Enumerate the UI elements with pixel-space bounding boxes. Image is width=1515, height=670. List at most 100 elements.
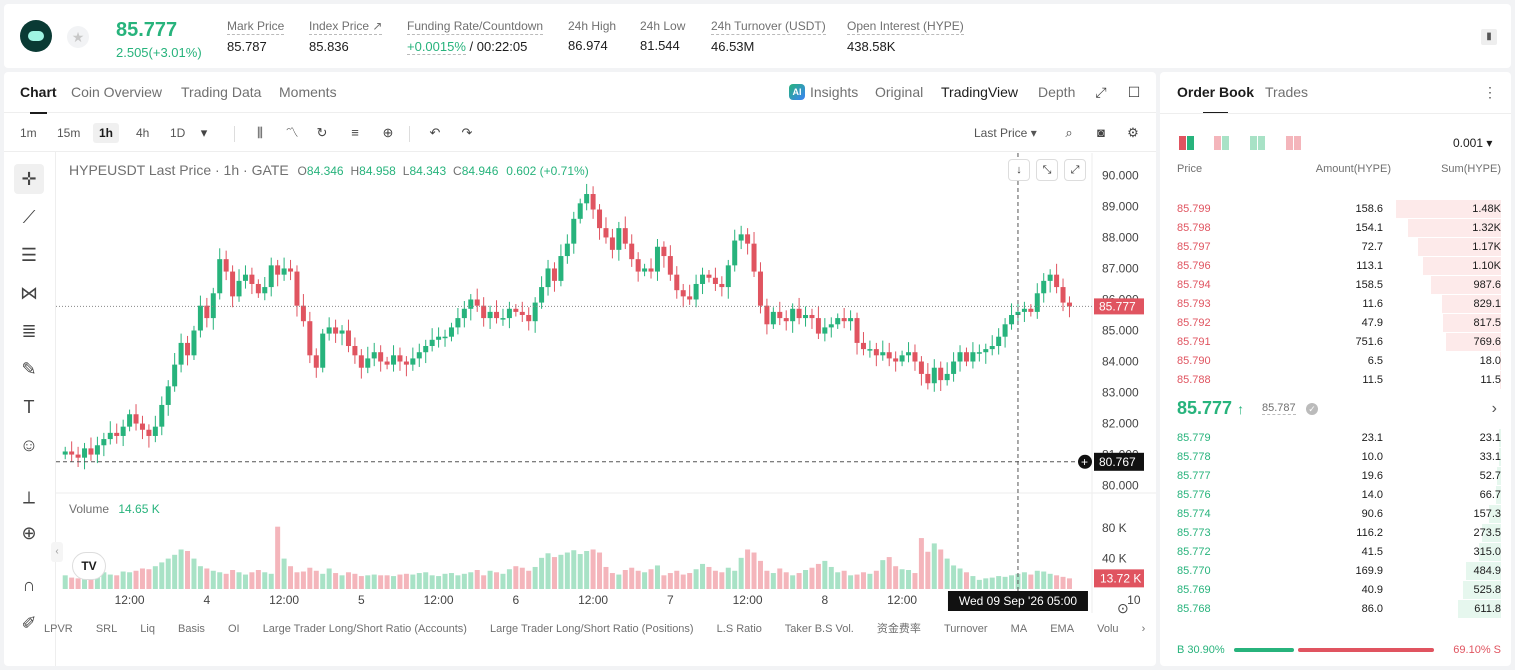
window-icon[interactable]: ☐ xyxy=(1127,84,1141,100)
interval-1d[interactable]: 1D xyxy=(170,126,186,140)
indicator-item[interactable]: LPVR xyxy=(44,623,73,635)
bid-row[interactable]: 85.777 19.6 52.7 xyxy=(1160,467,1511,486)
tab-trades[interactable]: Trades xyxy=(1265,84,1309,100)
indicator-item[interactable]: Large Trader Long/Short Ratio (Positions… xyxy=(489,623,694,635)
layout-both-icon[interactable] xyxy=(1179,136,1195,150)
chevron-right-icon[interactable]: › xyxy=(1141,623,1146,635)
expand-icon[interactable]: ⤢ xyxy=(1095,84,1107,100)
tab-moments[interactable]: Moments xyxy=(279,84,337,100)
more-icon[interactable]: ⋮ xyxy=(1483,84,1497,100)
trend-line-icon[interactable]: ⟋ xyxy=(22,207,36,227)
undo-icon[interactable]: ↶ xyxy=(429,125,441,140)
layout-both-alt-icon[interactable] xyxy=(1214,136,1230,150)
add-alert-icon[interactable]: ⊕ xyxy=(382,125,394,140)
ask-row[interactable]: 85.799 158.6 1.48K xyxy=(1160,200,1511,219)
camera-icon[interactable]: ◙ xyxy=(1097,125,1105,140)
favorite-star-icon[interactable]: ★ xyxy=(67,26,89,48)
tradingview-logo[interactable]: TV xyxy=(72,552,106,580)
precision-select[interactable]: 0.001 ▾ xyxy=(1453,136,1493,150)
chevron-right-icon[interactable]: › xyxy=(1491,400,1497,417)
tab-depth[interactable]: Depth xyxy=(1038,84,1076,100)
indicators-icon[interactable]: 〽 xyxy=(285,125,299,140)
collapse-toolbar-icon[interactable]: ‹ xyxy=(51,542,63,562)
volume-bar xyxy=(481,575,487,589)
fit-icon[interactable]: ⤢ xyxy=(1064,159,1086,181)
tab-order-book[interactable]: Order Book xyxy=(1177,84,1255,114)
bid-row[interactable]: 85.774 90.6 157.3 xyxy=(1160,505,1511,524)
book-icon[interactable]: ▮ xyxy=(1481,29,1497,45)
ruler-icon[interactable]: ⟂ xyxy=(22,487,35,507)
pattern-icon[interactable]: ⋈ xyxy=(20,283,38,303)
ask-row[interactable]: 85.790 6.5 18.0 xyxy=(1160,352,1511,371)
bid-row[interactable]: 85.778 10.0 33.1 xyxy=(1160,448,1511,467)
ask-row[interactable]: 85.791 751.6 769.6 xyxy=(1160,333,1511,352)
interval-1m[interactable]: 1m xyxy=(20,126,37,140)
bid-row[interactable]: 85.768 86.0 611.8 xyxy=(1160,600,1511,619)
zoom-in-icon[interactable]: ⊕ xyxy=(21,523,37,543)
crosshair-icon[interactable]: ✛ xyxy=(14,164,44,194)
ask-row[interactable]: 85.788 11.5 11.5 xyxy=(1160,371,1511,390)
indicator-item[interactable]: SRL xyxy=(95,623,118,635)
index-price-stat[interactable]: Index Price ↗ 85.836 xyxy=(309,19,383,54)
indicator-item[interactable]: 资金费率 xyxy=(876,623,921,635)
candlestick-chart[interactable]: 90.00089.00088.00087.00086.00085.00084.0… xyxy=(56,153,1156,613)
candle-type-icon[interactable]: ⫼ xyxy=(257,125,263,140)
layout-asks-icon[interactable] xyxy=(1286,136,1302,150)
mid-price[interactable]: 85.777 ↑ xyxy=(1177,398,1244,419)
layout-bids-icon[interactable] xyxy=(1250,136,1266,150)
settings-circle-icon[interactable]: ⊙ xyxy=(1117,600,1129,616)
arrow-down-icon[interactable]: ↓ xyxy=(1008,159,1030,181)
open-interest-stat[interactable]: Open Interest (HYPE) 438.58K xyxy=(847,19,964,54)
indicator-item[interactable]: Volu xyxy=(1097,623,1119,635)
ask-row[interactable]: 85.792 47.9 817.5 xyxy=(1160,314,1511,333)
indicator-item[interactable]: MA xyxy=(1010,623,1028,635)
tab-trading-data[interactable]: Trading Data xyxy=(181,84,262,100)
tab-insights[interactable]: Insights xyxy=(810,84,859,100)
ask-row[interactable]: 85.796 113.1 1.10K xyxy=(1160,257,1511,276)
tab-chart[interactable]: Chart xyxy=(20,84,57,114)
gear-icon[interactable]: ⚙ xyxy=(1127,125,1139,140)
brush-icon[interactable]: ✎ xyxy=(21,359,37,379)
indicator-item[interactable]: Turnover xyxy=(943,623,988,635)
tab-tradingview[interactable]: TradingView xyxy=(941,84,1019,100)
indicator-item[interactable]: L.S Ratio xyxy=(716,623,762,635)
bid-row[interactable]: 85.769 40.9 525.8 xyxy=(1160,581,1511,600)
fib-icon[interactable]: ≣ xyxy=(21,321,37,341)
interval-15m[interactable]: 15m xyxy=(57,126,81,140)
price-type-select[interactable]: Last Price ▾ xyxy=(974,126,1037,140)
turnover-stat[interactable]: 24h Turnover (USDT) 46.53M xyxy=(711,19,826,54)
indicator-item[interactable]: Large Trader Long/Short Ratio (Accounts) xyxy=(262,623,467,635)
emoji-icon[interactable]: ☺ xyxy=(19,435,39,455)
replay-icon[interactable]: ↻ xyxy=(316,125,328,140)
magnet-icon[interactable]: ∩ xyxy=(22,575,36,595)
ask-row[interactable]: 85.797 72.7 1.17K xyxy=(1160,238,1511,257)
bid-row[interactable]: 85.773 116.2 273.5 xyxy=(1160,524,1511,543)
chevron-down-icon[interactable]: ▾ xyxy=(200,125,208,140)
mark-price-stat[interactable]: Mark Price 85.787 xyxy=(227,19,285,54)
pencil-icon[interactable]: ✐ xyxy=(21,613,37,633)
interval-1h[interactable]: 1h xyxy=(93,123,120,143)
tab-original[interactable]: Original xyxy=(875,84,924,100)
bid-row[interactable]: 85.772 41.5 315.0 xyxy=(1160,543,1511,562)
search-icon[interactable]: ⌕ xyxy=(1065,125,1073,140)
volume-bar xyxy=(822,560,828,589)
ask-row[interactable]: 85.793 11.6 829.1 xyxy=(1160,295,1511,314)
redo-icon[interactable]: ↷ xyxy=(461,125,473,140)
indicator-item[interactable]: Basis xyxy=(178,623,205,635)
indicator-item[interactable]: Liq xyxy=(140,623,155,635)
ask-row[interactable]: 85.798 154.1 1.32K xyxy=(1160,219,1511,238)
collapse-icon[interactable]: ⤡ xyxy=(1036,159,1058,181)
tab-coin-overview[interactable]: Coin Overview xyxy=(71,84,163,100)
horizontal-lines-icon[interactable]: ☰ xyxy=(20,245,38,265)
ask-row[interactable]: 85.794 158.5 987.6 xyxy=(1160,276,1511,295)
bid-row[interactable]: 85.770 169.9 484.9 xyxy=(1160,562,1511,581)
bid-row[interactable]: 85.776 14.0 66.7 xyxy=(1160,486,1511,505)
interval-4h[interactable]: 4h xyxy=(136,126,150,140)
indicator-item[interactable]: Taker B.S Vol. xyxy=(784,623,854,635)
indicator-item[interactable]: OI xyxy=(228,623,240,635)
indicator-item[interactable]: EMA xyxy=(1050,623,1075,635)
bid-row[interactable]: 85.779 23.1 23.1 xyxy=(1160,429,1511,448)
text-icon[interactable]: T xyxy=(23,397,35,417)
template-icon[interactable]: ≡ xyxy=(351,125,359,140)
funding-rate-stat[interactable]: Funding Rate/Countdown +0.0015% / 00:22:… xyxy=(407,19,544,55)
